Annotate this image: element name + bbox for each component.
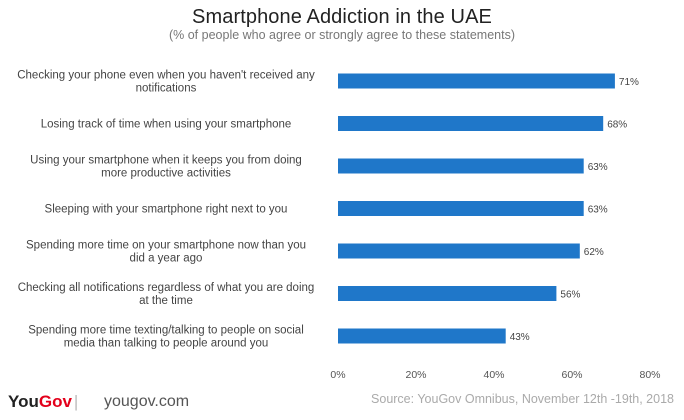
bar bbox=[338, 243, 580, 259]
data-label: 68% bbox=[607, 120, 627, 131]
category-label: Using your smartphone when it keeps you … bbox=[30, 155, 302, 167]
bar bbox=[338, 286, 557, 301]
data-label: 43% bbox=[510, 332, 530, 343]
bar bbox=[338, 73, 615, 89]
x-tick-label: 80% bbox=[639, 369, 660, 381]
chart-subtitle: (% of people who agree or strongly agree… bbox=[168, 28, 516, 42]
category-label: Losing track of time when using your sma… bbox=[41, 119, 292, 131]
site-link[interactable]: yougov.com bbox=[104, 393, 190, 410]
category-label: more productive activities bbox=[101, 168, 231, 180]
bar bbox=[338, 328, 506, 344]
bar bbox=[338, 158, 584, 174]
category-label: Spending more time texting/talking to pe… bbox=[28, 325, 304, 337]
data-label: 56% bbox=[560, 290, 580, 301]
source-note: Source: YouGov Omnibus, November 12th -1… bbox=[371, 392, 674, 406]
category-label: did a year ago bbox=[130, 253, 203, 265]
bar bbox=[338, 116, 604, 131]
bar bbox=[338, 201, 584, 216]
category-label: media than talking to people around you bbox=[64, 338, 269, 350]
data-label: 63% bbox=[588, 162, 608, 173]
x-tick-label: 40% bbox=[483, 369, 504, 381]
data-label: 71% bbox=[619, 77, 639, 88]
category-label: Sleeping with your smartphone right next… bbox=[45, 204, 288, 216]
data-label: 63% bbox=[588, 205, 608, 216]
chart-title: Smartphone Addiction in the UAE bbox=[192, 6, 492, 28]
x-tick-label: 0% bbox=[330, 369, 345, 381]
yougov-logo: YouGov | bbox=[8, 392, 79, 411]
x-tick-label: 20% bbox=[405, 369, 426, 381]
category-label: Checking all notifications regardless of… bbox=[18, 282, 315, 294]
category-label: notifications bbox=[136, 83, 197, 95]
data-label: 62% bbox=[584, 247, 604, 258]
category-label: Spending more time on your smartphone no… bbox=[26, 240, 306, 252]
category-label: at the time bbox=[139, 295, 193, 307]
x-tick-label: 60% bbox=[561, 369, 582, 381]
category-label: Checking your phone even when you haven'… bbox=[17, 70, 315, 82]
